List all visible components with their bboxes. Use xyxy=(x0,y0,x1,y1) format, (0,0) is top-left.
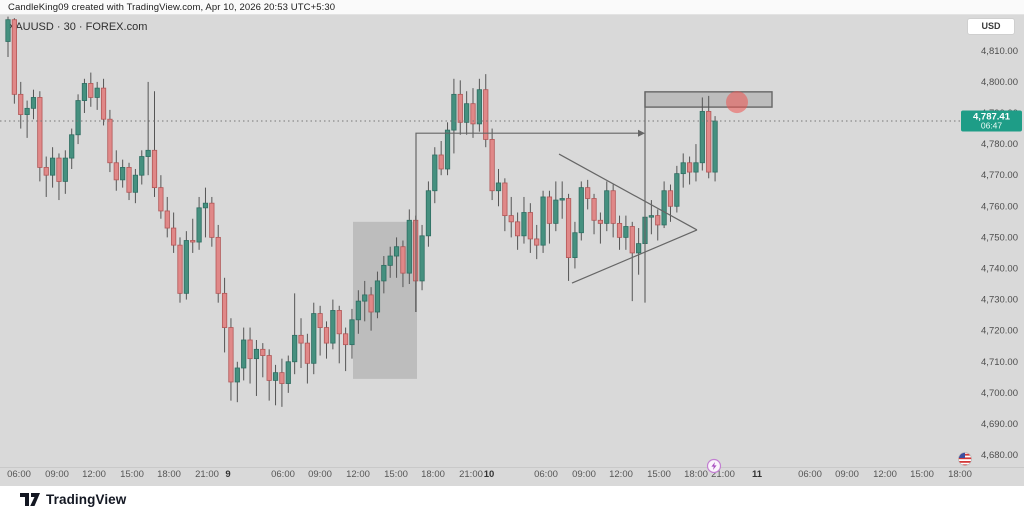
time-tick-label: 09:00 xyxy=(308,469,332,480)
time-tick-label: 15:00 xyxy=(910,469,934,480)
arrow-head-icon xyxy=(638,129,645,137)
time-tick-label: 18:00 xyxy=(157,469,181,480)
time-tick-label: 12:00 xyxy=(873,469,897,480)
target-circle-marker[interactable] xyxy=(726,91,748,114)
time-axis[interactable]: 06:00 09:00 12:00 15:00 18:00 21:00 9 06:00 09:0… xyxy=(7,469,972,480)
attribution-bar: CandleKing09 created with TradingView.co… xyxy=(0,0,1024,15)
tradingview-logo-icon xyxy=(20,492,40,506)
breakout-path-arrow[interactable] xyxy=(415,132,641,313)
time-tick-label: 10 xyxy=(484,469,495,480)
triangle-upper-line[interactable] xyxy=(558,153,698,231)
attribution-text: CandleKing09 created with TradingView.co… xyxy=(8,2,336,13)
price-tick-label: 4,760.00 xyxy=(981,201,1018,212)
time-tick-label: 11 xyxy=(752,469,763,480)
badge-countdown-text: 06:47 xyxy=(981,121,1003,131)
price-tick-label: 4,720.00 xyxy=(981,326,1018,337)
time-tick-label: 15:00 xyxy=(384,469,408,480)
symbol-title[interactable]: XAUUSD · 30 · FOREX.com xyxy=(8,21,148,33)
time-tick-label: 18:00 xyxy=(684,469,708,480)
time-tick-label: 12:00 xyxy=(82,469,106,480)
time-tick-label: 15:00 xyxy=(120,469,144,480)
time-tick-label: 12:00 xyxy=(346,469,370,480)
time-tick-label: 06:00 xyxy=(7,469,31,480)
time-tick-label: 09:00 xyxy=(45,469,69,480)
time-tick-label: 12:00 xyxy=(609,469,633,480)
price-tick-label: 4,690.00 xyxy=(981,419,1018,430)
tradingview-brand-text: TradingView xyxy=(46,492,127,507)
price-tick-label: 4,770.00 xyxy=(981,170,1018,181)
economic-event-icon[interactable] xyxy=(706,458,722,474)
price-tick-label: 4,710.00 xyxy=(981,357,1018,368)
time-tick-label: 21:00 xyxy=(195,469,219,480)
price-axis[interactable]: 4,810.004,800.004,790.004,780.004,770.00… xyxy=(981,46,1018,461)
price-tick-label: 4,700.00 xyxy=(981,388,1018,399)
time-tick-label: 09:00 xyxy=(572,469,596,480)
time-tick-label: 06:00 xyxy=(534,469,558,480)
time-tick-label: 18:00 xyxy=(948,469,972,480)
triangle-lower-line[interactable] xyxy=(571,229,698,284)
chart-area[interactable]: XAUUSD · 30 · FOREX.com 4,810.00 4,800.00… xyxy=(0,15,1024,486)
price-tick-label: 4,680.00 xyxy=(981,450,1018,461)
price-tick-label: 4,730.00 xyxy=(981,295,1018,306)
time-tick-label: 09:00 xyxy=(835,469,859,480)
time-tick-label: 18:00 xyxy=(421,469,445,480)
badge-price-text: 4,787.41 xyxy=(973,112,1011,123)
candles-series[interactable] xyxy=(5,16,718,407)
time-tick-label: 9 xyxy=(225,469,230,480)
time-tick-label: 21:00 xyxy=(711,469,735,480)
price-tick-label: 4,750.00 xyxy=(981,232,1018,243)
time-tick-label: 06:00 xyxy=(271,469,295,480)
price-tick-label: 4,780.00 xyxy=(981,139,1018,150)
time-tick-label: 15:00 xyxy=(647,469,671,480)
us-flag-icon[interactable] xyxy=(958,452,972,467)
currency-usd-button[interactable]: USD xyxy=(967,18,1015,35)
time-tick-label: 21:00 xyxy=(459,469,483,480)
price-tick-label: 4,740.00 xyxy=(981,263,1018,274)
footer-bar: TradingView xyxy=(0,486,1024,523)
price-tick-label: 4,810.00 xyxy=(981,46,1018,57)
tradingview-logo[interactable]: TradingView xyxy=(20,492,126,507)
candlestick-chart[interactable]: 4,810.004,800.004,790.004,780.004,770.00… xyxy=(0,15,1024,486)
price-tick-label: 4,800.00 xyxy=(981,77,1018,88)
time-tick-label: 06:00 xyxy=(798,469,822,480)
